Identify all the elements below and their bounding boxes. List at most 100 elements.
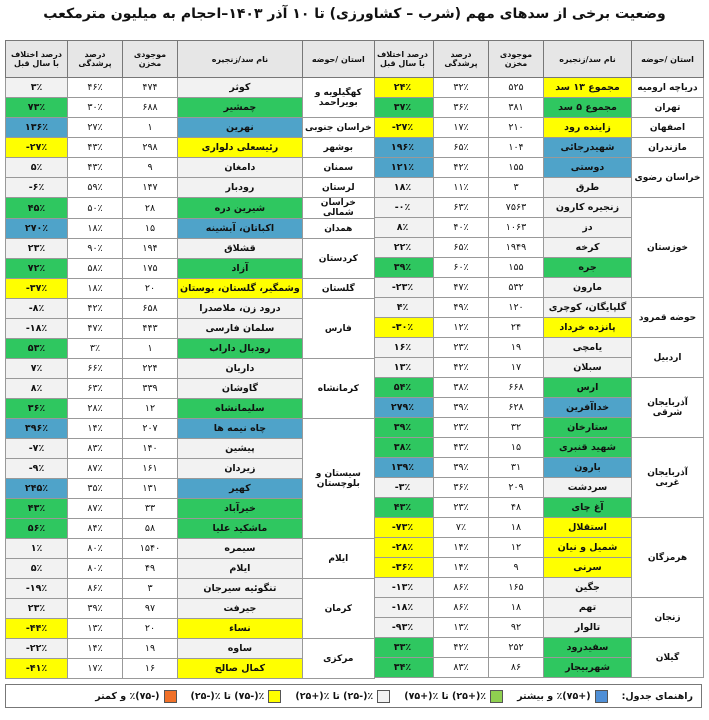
dam-name: تالوار: [543, 617, 632, 638]
legend-item: ٪(+۲۵) تا ٪(+۷۵): [404, 689, 504, 703]
fill-percent: ۳۰٪: [67, 97, 123, 118]
diff-percent: ۷۳٪: [5, 97, 68, 118]
storage: ۲۰۷: [122, 418, 178, 439]
dam-row: جره ۱۵۵ ۶۰٪ ۳۹٪: [371, 257, 704, 278]
diff-percent: -۲۷٪: [371, 117, 434, 138]
diff-percent: -۹۳٪: [371, 617, 434, 638]
fill-percent: ۴۹٪: [433, 297, 489, 318]
fill-percent: ۸۰٪: [67, 558, 123, 579]
fill-percent: ۴۲٪: [433, 157, 489, 178]
dam-row: خراسان شمالی شیرین دره ۲۸ ۵۰٪ ۴۵٪: [5, 197, 375, 219]
fill-percent: ۴۶٪: [67, 77, 123, 98]
fill-percent: ۵۸٪: [67, 258, 123, 279]
dam-name: مجموع ۱۳ سد: [543, 77, 632, 98]
diff-percent: ۲۲٪: [371, 237, 434, 258]
dam-name: نهرین: [177, 117, 303, 138]
dam-row: لرستان رودبار ۱۴۷ ۵۹٪ -۶٪: [5, 177, 375, 198]
dam-row: خراسان رضوی دوستی ۱۵۵ ۴۲٪ ۱۲۱٪: [371, 157, 704, 198]
dam-row: دریاچه ارومیه مجموع ۱۳ سد ۵۲۵ ۳۲٪ ۲۴٪: [371, 77, 704, 98]
fill-percent: ۱۴٪: [67, 638, 123, 659]
dam-row: هرمزگان استقلال ۱۸ ۷٪ -۷۳٪: [371, 517, 704, 598]
dam-name: رودبار: [177, 177, 303, 198]
fill-percent: ۱۷٪: [67, 658, 123, 679]
storage: ۱۹۴: [122, 238, 178, 259]
storage: ۱۲: [488, 537, 544, 558]
storage: ۱۰۶۳: [488, 217, 544, 238]
dam-row: اصفهان زاینده رود ۲۱۰ ۱۷٪ -۲۷٪: [371, 117, 704, 138]
storage: ۱۲۰: [488, 297, 544, 318]
diff-percent: ۱۳٪: [371, 357, 434, 378]
legend-label: ٪(-۲۵) تا ٪(+۲۵): [295, 690, 374, 702]
column-header: درصد پرشدگی: [433, 40, 489, 78]
storage: ۱۸: [488, 597, 544, 618]
diff-percent: ۳۳٪: [371, 637, 434, 658]
storage: ۲۰: [122, 618, 178, 639]
fill-percent: ۴۲٪: [433, 637, 489, 658]
dam-name: کرخه: [543, 237, 632, 258]
diff-percent: -۳٪: [371, 477, 434, 498]
diff-percent: ۲۴٪: [371, 77, 434, 98]
diff-percent: ۳۷٪: [371, 97, 434, 118]
dam-name: سبلان: [543, 357, 632, 378]
fill-percent: ۴۷٪: [67, 318, 123, 339]
storage: ۱۹: [488, 337, 544, 358]
province: تهران: [631, 97, 704, 118]
legend-swatch: [163, 689, 177, 703]
title: وضعیت برخی از سدهای مهم (شرب – کشاورزی) …: [43, 6, 666, 22]
diff-percent: ۲۴۵٪: [5, 478, 68, 499]
diff-percent: ۲۳٪: [5, 238, 68, 259]
storage: ۱۹: [122, 638, 178, 659]
dam-name: کوثر: [177, 77, 303, 98]
diff-percent: -۶٪: [5, 177, 68, 198]
fill-percent: ۴۰٪: [433, 217, 489, 238]
dam-name: طرق: [543, 177, 632, 198]
storage: ۶۶۸: [488, 377, 544, 398]
fill-percent: ۹۰٪: [67, 238, 123, 259]
fill-percent: ۱۷٪: [433, 117, 489, 138]
fill-percent: ۴۷٪: [433, 277, 489, 298]
diff-percent: ۱۹۶٪: [371, 137, 434, 158]
diff-percent: ۵۴٪: [371, 377, 434, 398]
diff-percent: ۵٪: [5, 157, 68, 178]
storage: ۱: [122, 338, 178, 359]
dam-name: زاینده رود: [543, 117, 632, 138]
diff-percent: ۳۹٪: [371, 417, 434, 438]
dam-row: نساء ۲۰ ۱۳٪ -۴۴٪: [5, 618, 375, 639]
storage: ۱۵۵: [488, 257, 544, 278]
storage: ۱۵۴۰: [122, 538, 178, 559]
dam-row: سبلان ۱۷ ۴۲٪ ۱۳٪: [371, 357, 704, 378]
province: کهگیلویه و بویراحمد: [301, 77, 375, 118]
dam-row: کهگیلویه و بویراحمد کوثر ۴۷۴ ۴۶٪ ۳٪: [5, 77, 375, 118]
dam-row: زیردان ۱۶۱ ۸۷٪ -۹٪: [5, 458, 375, 479]
storage: ۳: [488, 177, 544, 198]
diff-percent: -۸٪: [5, 298, 68, 319]
diff-percent: ۲۷۹٪: [371, 397, 434, 418]
diff-percent: -۷٪: [5, 438, 68, 459]
province: گلستان: [301, 278, 375, 299]
dam-name: شمیل و نیان: [543, 537, 632, 558]
diff-percent: -۴۱٪: [5, 658, 68, 679]
legend-swatch: [377, 689, 391, 703]
diff-percent: ۱۲۱٪: [371, 157, 434, 178]
dam-name: پیشین: [177, 438, 303, 459]
storage: ۹۲: [488, 617, 544, 638]
diff-percent: -۹٪: [5, 458, 68, 479]
province: همدان: [301, 218, 375, 239]
fill-percent: ۱۳٪: [433, 617, 489, 638]
dam-name: ارس: [543, 377, 632, 398]
diff-percent: ۵۳٪: [5, 338, 68, 359]
dam-row: سیستان و بلوچستان چاه نیمه ها ۲۰۷ ۱۴٪ ۳۹۶٪: [5, 418, 375, 539]
fill-percent: ۴۲٪: [67, 298, 123, 319]
dam-row: همدان اکباتان، آبشینه ۱۵ ۱۸٪ ۲۷۰٪: [5, 218, 375, 239]
legend-swatch: [594, 689, 608, 703]
diff-percent: ۱۸٪: [371, 177, 434, 198]
dam-name: بارون: [543, 457, 632, 478]
fill-percent: ۴۲٪: [433, 357, 489, 378]
dam-name: سلمان فارسی: [177, 318, 303, 339]
storage: ۵۸: [122, 518, 178, 539]
column-header: درصد اختلاف با سال قبل: [371, 40, 434, 78]
fill-percent: ۲۳٪: [433, 417, 489, 438]
legend-item: (-۷۵)٪ و کمتر: [95, 689, 177, 703]
storage: ۲۵۲: [488, 637, 544, 658]
dam-row: گیلان سفیدرود ۲۵۲ ۴۲٪ ۳۳٪: [371, 637, 704, 678]
